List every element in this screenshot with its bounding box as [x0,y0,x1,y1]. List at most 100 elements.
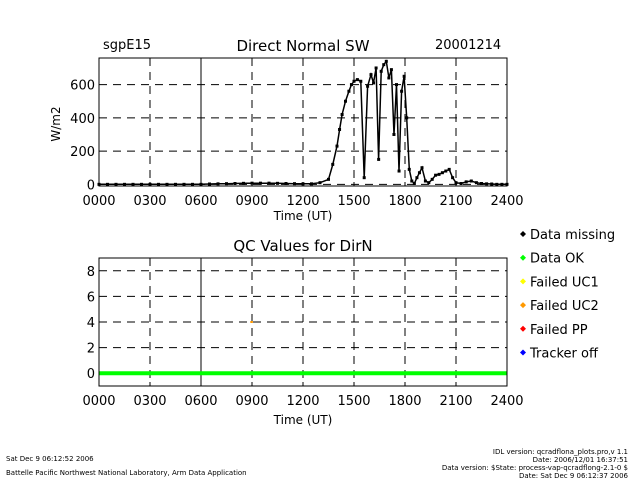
data-point [331,162,335,166]
data-point [415,176,419,180]
x-tick-label: 2100 [439,194,472,209]
x-tick-label: 1200 [286,194,319,209]
data-point [451,176,455,180]
qc-legend: Data missing Data OK Failed UC1 Failed UC2 F… [520,228,615,362]
legend-label: Failed UC2 [530,299,599,314]
legend-marker [520,231,526,237]
legend-marker [520,254,526,261]
data-point [402,74,406,78]
top-chart-grid [99,58,507,186]
x-tick-label: 0600 [184,394,217,409]
data-point [495,182,499,186]
data-point [216,182,220,186]
legend-label: Data OK [530,252,584,267]
legend-marker [520,349,526,356]
data-point [318,181,322,185]
date-label: 20001214 [435,38,501,53]
x-tick-label: 1500 [337,394,370,409]
data-point [395,83,398,87]
data-point [437,172,441,176]
data-point [412,182,416,186]
bottom-chart-grid [99,258,507,386]
y-tick-label: 4 [87,316,95,331]
top-chart-points [97,59,509,186]
top-chart-ylabel: W/m2 [49,106,63,141]
data-point [434,173,438,177]
data-point [400,89,404,93]
x-tick-label: 0300 [133,394,166,409]
x-tick-label: 2100 [439,394,472,409]
bottom-chart-points [99,321,507,376]
y-tick-label: 600 [70,79,95,94]
y-tick-label: 400 [70,112,95,127]
data-point [359,79,363,83]
data-point [310,182,313,186]
legend-label: Tracker off [529,347,599,362]
y-tick-label: 6 [87,290,95,305]
legend-label: Data missing [530,228,615,243]
data-point [182,182,186,186]
legend-label: Failed PP [530,323,588,338]
data-point [284,182,288,186]
data-point [327,177,330,181]
top-chart-x-ticks: 0000 0300 0600 0900 1200 1500 1800 2100 2400 [82,182,524,209]
data-point [500,182,504,186]
x-tick-label: 0000 [82,394,115,409]
data-point [430,177,434,181]
data-point [355,78,359,82]
y-tick-label: 2 [87,342,95,357]
top-chart-y-ticks: 0 200 400 600 [70,79,95,194]
data-point [349,83,353,87]
x-tick-label: 1500 [337,194,370,209]
data-point [276,181,279,185]
data-point [293,182,296,186]
data-point [444,169,448,173]
data-point [242,181,245,185]
legend-marker [520,302,526,309]
data-point [464,180,468,184]
data-point [106,182,109,186]
x-tick-label: 0900 [235,394,268,409]
data-point [490,182,494,186]
data-point [377,157,381,161]
data-point [389,68,393,72]
data-point [114,182,118,186]
legend-label: Failed UC1 [530,275,599,290]
y-tick-label: 0 [87,367,95,382]
footer-data-date: Date: Sat Dec 9 06:12:37 2006 [519,472,628,480]
data-point [352,79,356,83]
data-point [259,181,262,185]
data-point [362,176,366,180]
data-point [485,182,489,186]
legend-marker [520,325,526,332]
data-point [397,169,401,173]
x-tick-label: 0300 [133,194,166,209]
bottom-chart-xlabel: Time (UT) [273,413,333,427]
data-point [480,182,483,186]
data-point [387,76,391,80]
qc-values-chart: 0 2 4 6 8 0000 0300 0600 0900 1200 1500 1800 2100 24… [82,257,524,427]
x-tick-label: 0900 [235,194,268,209]
data-point [382,63,386,67]
y-tick-label: 0 [87,178,95,193]
data-point [407,167,411,171]
data-point [369,73,373,77]
data-point [340,113,344,117]
x-tick-label: 1200 [286,394,319,409]
x-tick-label: 1800 [388,194,421,209]
data-point [474,181,478,185]
footer-timestamp: Sat Dec 9 06:12:52 2006 [6,455,94,463]
legend-marker [520,278,526,285]
site-label: sgpE15 [103,38,151,53]
data-point [427,181,431,185]
data-point [372,81,376,85]
data-point [157,182,160,186]
direct-normal-chart: 0 200 400 600 0000 0300 0600 0900 1200 1500 1800 2… [49,57,524,223]
data-point [405,116,409,120]
footer-data-version: Data version: $State: process-vap-qcradf… [442,464,628,472]
data-point [420,166,424,170]
data-point [335,144,339,148]
bottom-chart-title: QC Values for DirN [233,237,372,255]
data-point [225,182,228,186]
